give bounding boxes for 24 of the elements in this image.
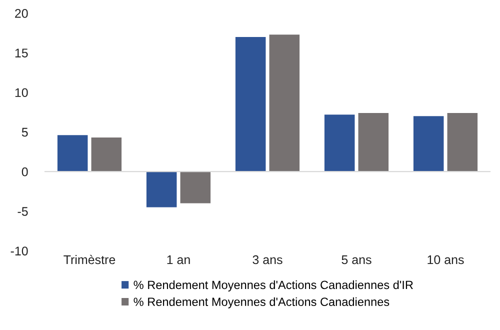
bar	[180, 172, 211, 204]
x-tick-label: Trimèstre	[64, 254, 116, 264]
x-tick-label: 3 ans	[252, 255, 282, 264]
y-tick-label: -5	[18, 207, 28, 216]
legend-label: % Rendement Moyennes d'Actions Canadiennes	[134, 297, 390, 308]
bar	[146, 172, 177, 208]
bar	[447, 112, 478, 172]
bar	[358, 112, 389, 172]
bar	[91, 138, 122, 172]
bar	[324, 114, 355, 172]
y-tick-label: -10	[10, 246, 28, 256]
y-tick-label: 0	[22, 167, 28, 176]
y-tick-label: 5	[22, 128, 28, 137]
bar	[269, 34, 300, 172]
x-tick-label: 1 an	[167, 255, 190, 264]
y-tick-label: 10	[15, 88, 28, 98]
x-tick-label: 5 ans	[342, 255, 372, 264]
bar	[413, 116, 444, 172]
y-tick-label: 20	[15, 9, 28, 18]
y-tick-label: 15	[15, 48, 28, 58]
bar	[57, 135, 88, 172]
legend-label: % Rendement Moyennes d'Actions Canadiennes d'IR	[134, 280, 413, 292]
x-tick-label: 10 ans	[428, 255, 464, 264]
bar	[235, 36, 266, 172]
